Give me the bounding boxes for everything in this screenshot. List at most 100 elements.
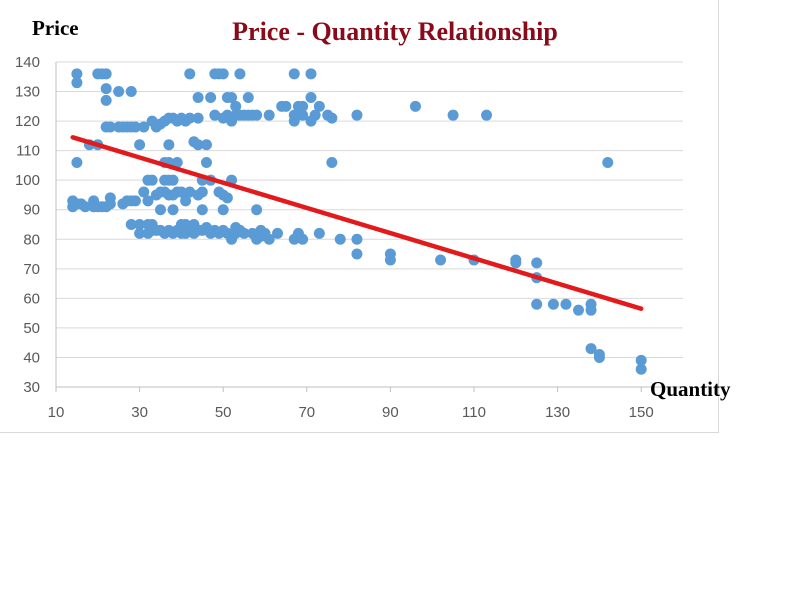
data-point bbox=[192, 139, 204, 151]
data-point bbox=[297, 233, 309, 245]
data-point bbox=[435, 254, 447, 266]
data-point bbox=[167, 174, 179, 186]
data-point bbox=[351, 248, 363, 260]
y-axis-label: Price bbox=[32, 16, 79, 40]
scatter-chart: 140 130 120 110 100 90 80 70 60 50 40 30 10 30 50 70 90 1… bbox=[15, 16, 731, 421]
data-point bbox=[100, 68, 112, 80]
data-point bbox=[155, 204, 166, 216]
data-points bbox=[67, 68, 647, 375]
x-tick-label: 150 bbox=[629, 404, 654, 421]
data-point bbox=[200, 156, 212, 168]
data-point bbox=[71, 77, 83, 89]
data-point bbox=[384, 254, 396, 266]
y-tick-label: 80 bbox=[23, 231, 40, 248]
trendline-layer bbox=[70, 135, 644, 311]
data-point bbox=[100, 83, 112, 95]
data-point bbox=[196, 186, 208, 198]
data-point bbox=[192, 112, 204, 124]
data-point bbox=[305, 91, 317, 103]
data-point bbox=[313, 227, 325, 239]
data-point bbox=[138, 121, 150, 133]
data-point bbox=[192, 91, 204, 103]
data-point bbox=[125, 86, 137, 98]
data-point bbox=[79, 201, 91, 213]
tick-labels: 140 130 120 110 100 90 80 70 60 50 40 30 10 30 50 70 90 1… bbox=[15, 54, 654, 421]
data-point bbox=[180, 195, 192, 207]
data-point bbox=[184, 68, 196, 80]
data-point bbox=[71, 68, 83, 80]
data-point bbox=[251, 204, 263, 216]
y-tick-label: 110 bbox=[16, 143, 40, 160]
data-point bbox=[113, 86, 125, 98]
data-point bbox=[305, 68, 317, 80]
y-tick-label: 70 bbox=[23, 261, 40, 278]
data-point bbox=[593, 351, 605, 363]
x-tick-label: 90 bbox=[382, 404, 399, 421]
y-tick-label: 60 bbox=[23, 290, 40, 307]
data-point bbox=[313, 100, 325, 112]
data-point bbox=[209, 109, 221, 121]
data-point bbox=[134, 227, 146, 239]
data-point bbox=[635, 354, 647, 366]
data-point bbox=[288, 68, 300, 80]
data-point bbox=[134, 139, 146, 151]
data-point bbox=[134, 219, 146, 230]
y-tick-label: 130 bbox=[15, 84, 40, 101]
data-point bbox=[205, 91, 217, 103]
data-point bbox=[263, 109, 275, 121]
data-point bbox=[585, 304, 597, 316]
data-point bbox=[129, 195, 141, 207]
data-point bbox=[138, 186, 150, 198]
data-point bbox=[531, 257, 543, 269]
data-point bbox=[251, 109, 263, 121]
data-point bbox=[547, 298, 559, 310]
y-tick-label: 50 bbox=[23, 320, 40, 337]
data-point bbox=[171, 156, 183, 168]
x-tick-label: 110 bbox=[462, 404, 486, 421]
data-point bbox=[447, 109, 459, 121]
data-point bbox=[334, 233, 346, 245]
data-point bbox=[351, 233, 363, 245]
data-point bbox=[351, 109, 363, 121]
data-point bbox=[263, 233, 275, 245]
data-point bbox=[585, 343, 597, 355]
x-axis-label: Quantity bbox=[650, 377, 731, 401]
y-tick-label: 30 bbox=[23, 379, 40, 396]
data-point bbox=[297, 109, 309, 121]
trendline bbox=[70, 135, 644, 311]
data-point bbox=[288, 115, 300, 127]
x-tick-label: 30 bbox=[131, 404, 148, 421]
data-point bbox=[238, 227, 250, 239]
x-tick-label: 70 bbox=[298, 404, 315, 421]
data-point bbox=[196, 204, 208, 216]
data-point bbox=[234, 68, 246, 80]
data-point bbox=[531, 298, 543, 310]
data-point bbox=[230, 100, 242, 112]
data-point bbox=[104, 121, 116, 133]
data-point bbox=[200, 139, 212, 151]
data-point bbox=[184, 186, 196, 198]
y-tick-label: 90 bbox=[23, 202, 40, 219]
data-point bbox=[326, 112, 338, 124]
data-point bbox=[221, 192, 233, 204]
data-point bbox=[297, 100, 309, 112]
y-tick-label: 140 bbox=[15, 54, 40, 71]
data-point bbox=[326, 156, 338, 168]
chart-area: 140 130 120 110 100 90 80 70 60 50 40 30 10 30 50 70 90 1… bbox=[0, 0, 731, 433]
data-point bbox=[104, 198, 116, 210]
data-point bbox=[217, 204, 229, 216]
data-point bbox=[129, 121, 141, 133]
x-tick-label: 10 bbox=[48, 404, 65, 421]
data-point bbox=[510, 257, 522, 269]
data-point bbox=[272, 227, 284, 239]
data-point bbox=[163, 139, 175, 151]
data-point bbox=[71, 156, 83, 168]
data-point bbox=[167, 204, 179, 216]
y-tick-label: 100 bbox=[15, 172, 40, 189]
data-point bbox=[409, 100, 421, 112]
data-point bbox=[280, 100, 292, 112]
data-point bbox=[242, 91, 254, 103]
data-point bbox=[146, 174, 158, 186]
data-point bbox=[560, 298, 572, 310]
axes bbox=[55, 62, 683, 392]
